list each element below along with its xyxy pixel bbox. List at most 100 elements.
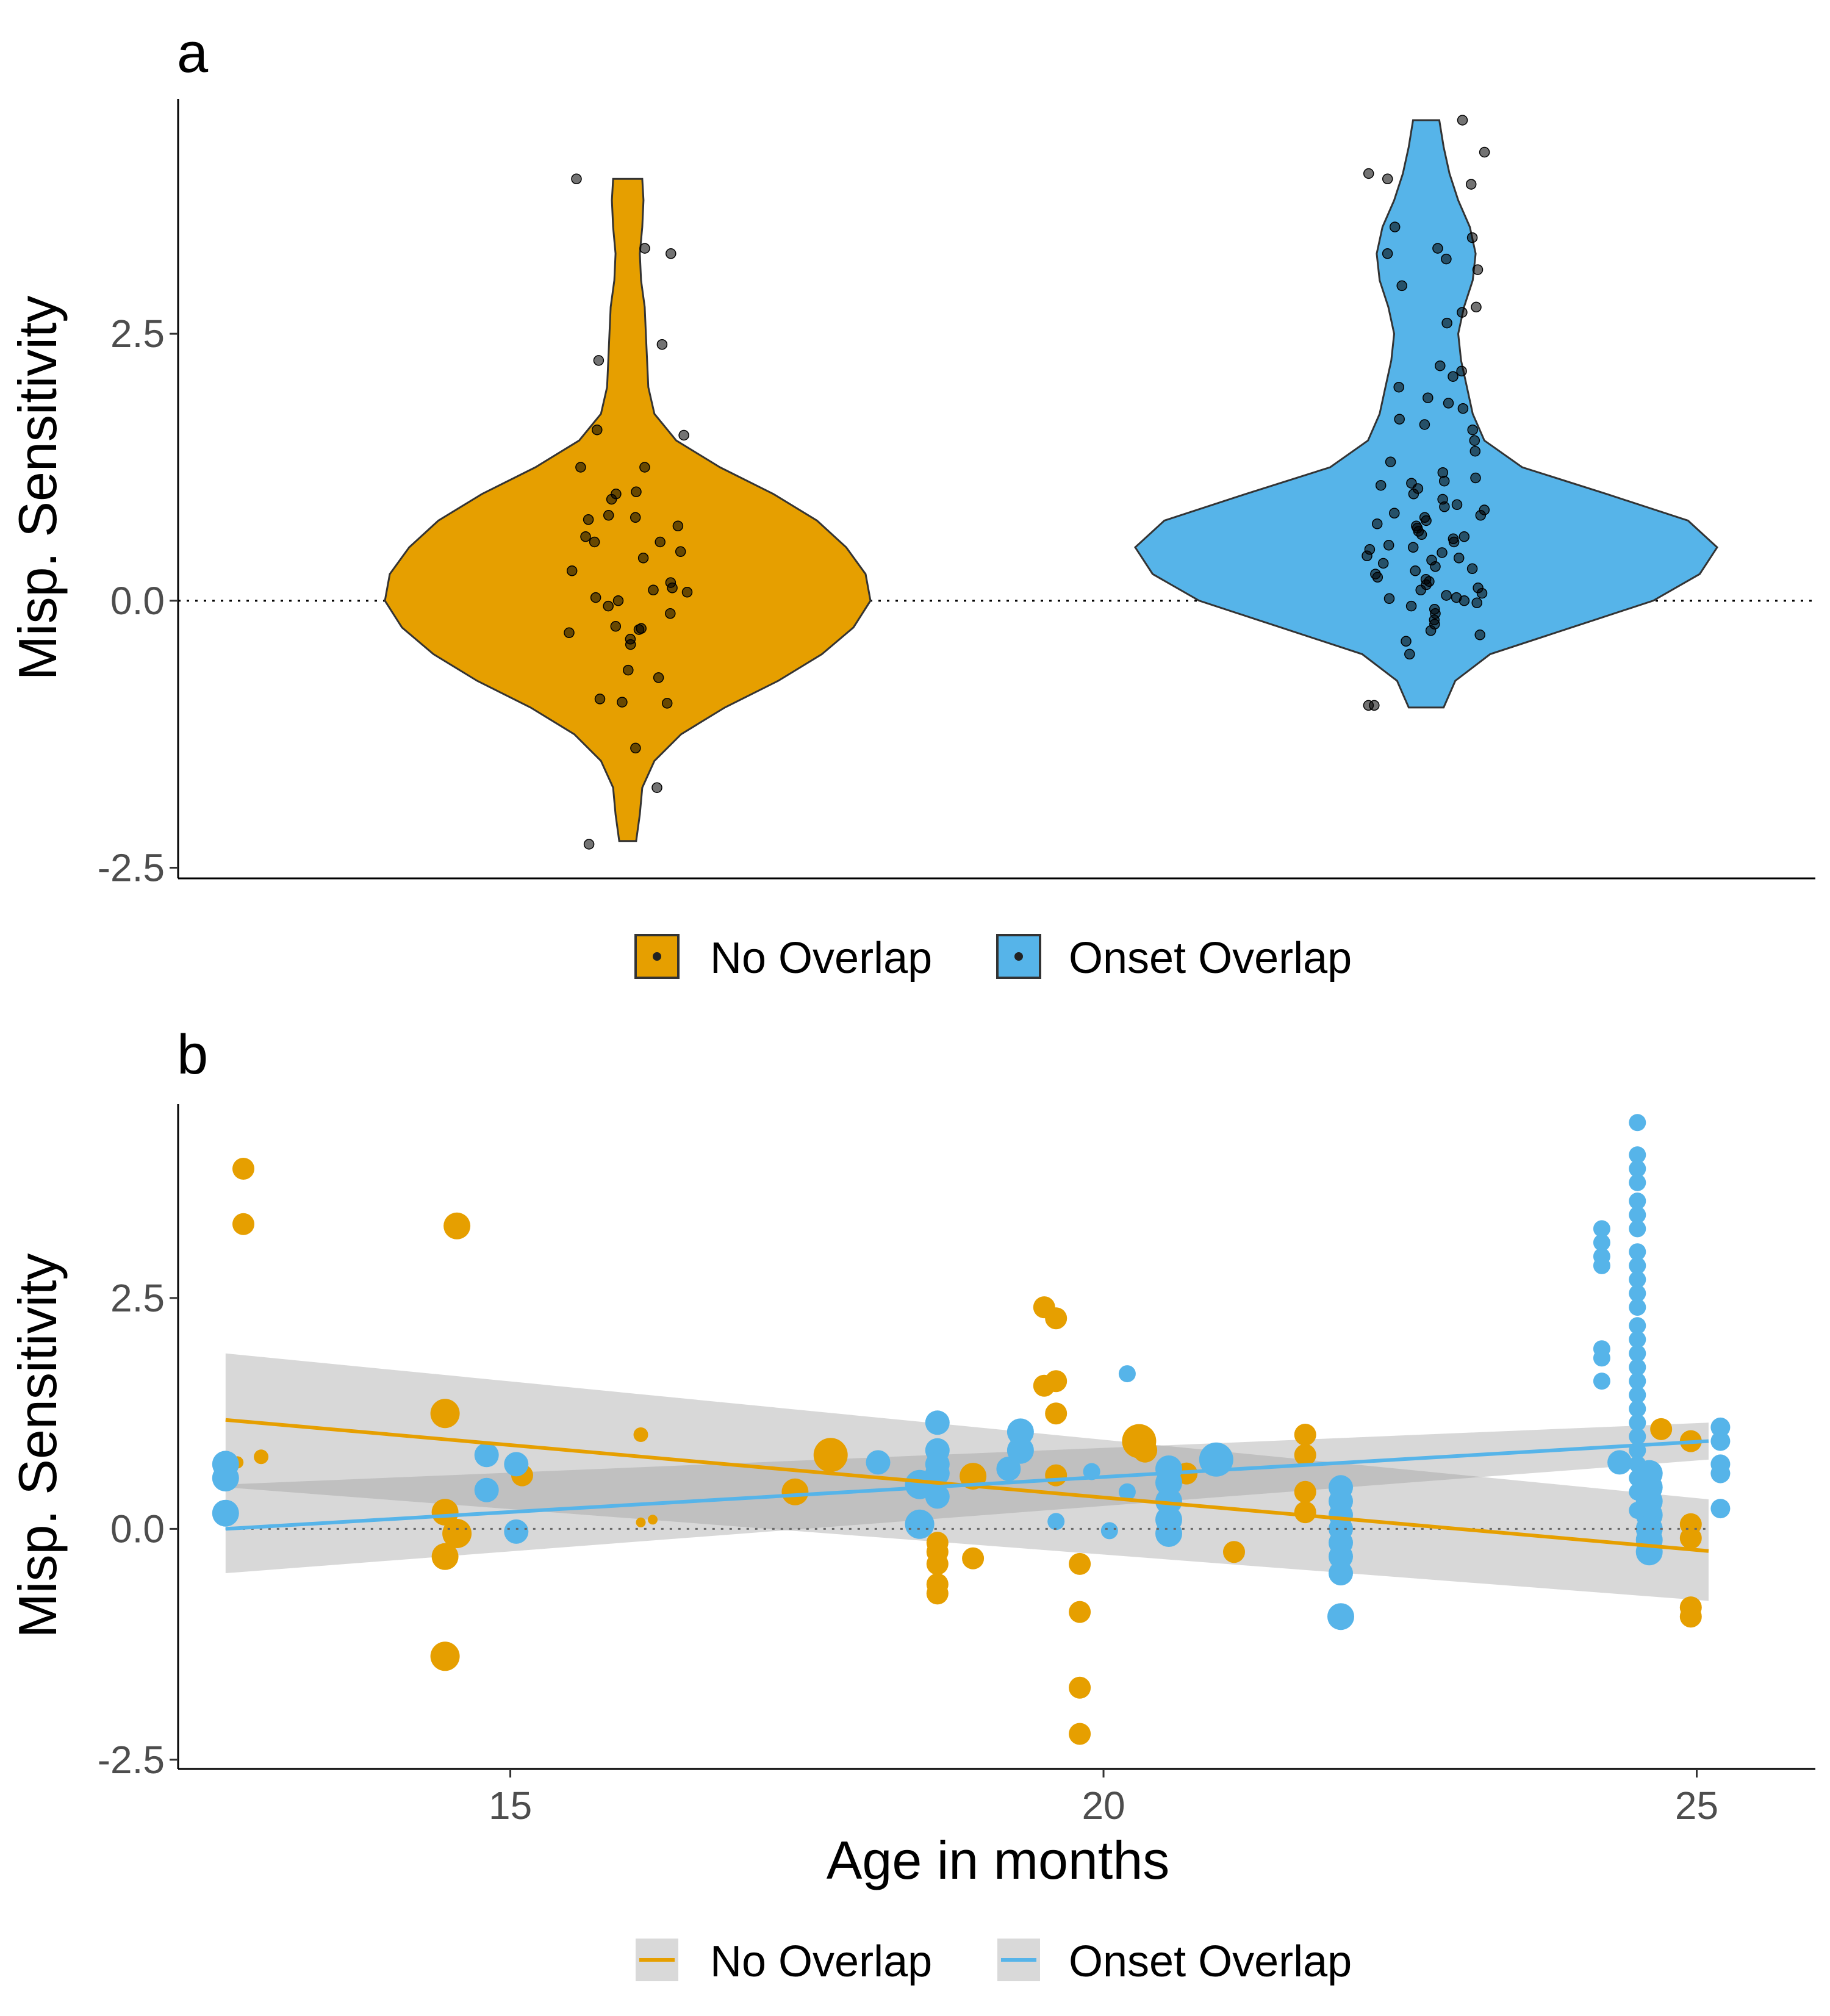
- point-no-overlap: [625, 634, 636, 645]
- point-onset-overlap: [212, 1499, 239, 1527]
- point-onset-overlap: [1471, 301, 1482, 313]
- point-no-overlap: [575, 462, 586, 473]
- point-no-overlap: [566, 565, 578, 576]
- point-no-overlap: [1679, 1527, 1702, 1549]
- point-no-overlap: [617, 697, 628, 708]
- point-onset-overlap: [1457, 115, 1468, 126]
- point-onset-overlap: [996, 1457, 1021, 1481]
- point-onset-overlap: [1451, 499, 1463, 511]
- point-onset-overlap: [1389, 508, 1400, 519]
- point-no-overlap: [678, 429, 689, 441]
- point-onset-overlap: [1429, 604, 1440, 615]
- point-onset-overlap: [1607, 1450, 1632, 1475]
- point-no-overlap: [583, 839, 595, 850]
- point-onset-overlap: [1710, 1431, 1731, 1451]
- point-no-overlap: [442, 1519, 472, 1548]
- point-no-overlap: [1045, 1464, 1068, 1487]
- point-onset-overlap: [1466, 563, 1478, 575]
- point-onset-overlap: [1629, 1257, 1646, 1274]
- point-onset-overlap: [1404, 648, 1415, 660]
- point-onset-overlap: [1629, 1386, 1646, 1404]
- point-onset-overlap: [504, 1452, 529, 1477]
- point-onset-overlap: [1451, 592, 1462, 603]
- point-no-overlap: [583, 514, 594, 525]
- point-onset-overlap: [1629, 1285, 1646, 1302]
- point-onset-overlap: [1629, 1317, 1646, 1335]
- point-no-overlap: [661, 698, 673, 709]
- point-onset-overlap: [1593, 1257, 1610, 1274]
- point-onset-overlap: [1382, 173, 1393, 185]
- panel-b-plot-area: -2.5 0.0 2.5 15 20 25: [98, 1104, 1815, 1828]
- point-no-overlap: [926, 1582, 949, 1605]
- point-onset-overlap: [1441, 253, 1452, 265]
- point-no-overlap: [1650, 1418, 1673, 1440]
- point-onset-overlap: [212, 1465, 239, 1492]
- point-no-overlap: [1045, 1402, 1068, 1425]
- panel-b-x-tick-label: 20: [1082, 1784, 1125, 1828]
- point-onset-overlap: [1629, 1358, 1646, 1376]
- point-no-overlap: [630, 742, 641, 754]
- point-no-overlap: [430, 1641, 460, 1671]
- point-onset-overlap: [1443, 398, 1454, 409]
- legend-label-onset-overlap: Onset Overlap: [1069, 934, 1352, 983]
- point-onset-overlap: [1457, 307, 1468, 318]
- point-onset-overlap: [1371, 518, 1383, 529]
- point-no-overlap: [611, 489, 622, 500]
- point-no-overlap: [1069, 1676, 1091, 1699]
- point-onset-overlap: [1432, 243, 1443, 254]
- point-onset-overlap: [1437, 547, 1448, 558]
- point-onset-overlap: [1629, 1146, 1646, 1164]
- point-onset-overlap: [1396, 280, 1407, 292]
- point-onset-overlap: [1629, 1243, 1646, 1261]
- point-onset-overlap: [1411, 520, 1422, 532]
- point-onset-overlap: [1377, 558, 1389, 569]
- point-no-overlap: [1045, 1307, 1068, 1330]
- point-onset-overlap: [1472, 264, 1484, 275]
- point-no-overlap: [1223, 1541, 1245, 1563]
- point-no-overlap: [1294, 1424, 1316, 1446]
- point-no-overlap: [431, 1543, 459, 1570]
- point-onset-overlap: [1437, 467, 1449, 478]
- point-no-overlap: [443, 1212, 471, 1239]
- point-no-overlap: [1033, 1374, 1055, 1397]
- panel-b-y-tick-label: 2.5: [110, 1276, 165, 1320]
- point-onset-overlap: [1155, 1469, 1182, 1496]
- point-no-overlap: [648, 584, 659, 596]
- point-onset-overlap: [1441, 317, 1452, 329]
- point-onset-overlap: [1441, 590, 1452, 601]
- point-no-overlap: [666, 248, 676, 259]
- point-onset-overlap: [1407, 542, 1419, 553]
- point-no-overlap: [603, 510, 614, 521]
- point-onset-overlap: [1375, 479, 1387, 491]
- point-onset-overlap: [1047, 1513, 1065, 1530]
- point-onset-overlap: [1635, 1538, 1663, 1566]
- point-onset-overlap: [1369, 700, 1380, 711]
- point-no-overlap: [590, 592, 601, 603]
- point-onset-overlap: [1593, 1220, 1610, 1238]
- point-onset-overlap: [1405, 600, 1417, 612]
- point-onset-overlap: [1471, 597, 1482, 609]
- point-onset-overlap: [905, 1509, 935, 1539]
- panel-b: b Misp. Sensitivity Age in months -2.5 0.…: [7, 1024, 1815, 1986]
- legend-label-onset-overlap: Onset Overlap: [1069, 1937, 1352, 1986]
- panel-a-y-axis-title: Misp. Sensitivity: [7, 296, 68, 681]
- point-no-overlap: [633, 1427, 648, 1442]
- point-onset-overlap: [925, 1410, 950, 1435]
- point-onset-overlap: [1629, 1174, 1646, 1191]
- legend-label-no-overlap: No Overlap: [710, 934, 932, 983]
- point-onset-overlap: [1473, 583, 1484, 594]
- point-onset-overlap: [1155, 1488, 1182, 1515]
- point-no-overlap: [1294, 1501, 1316, 1524]
- point-onset-overlap: [1393, 381, 1404, 393]
- point-no-overlap: [665, 577, 676, 588]
- point-no-overlap: [571, 173, 582, 185]
- point-onset-overlap: [1629, 1400, 1646, 1418]
- point-onset-overlap: [1456, 365, 1467, 377]
- point-onset-overlap: [1459, 531, 1470, 542]
- point-onset-overlap: [1453, 553, 1465, 564]
- point-no-overlap: [655, 536, 666, 548]
- point-onset-overlap: [1383, 593, 1395, 604]
- point-onset-overlap: [1710, 1417, 1731, 1437]
- point-no-overlap: [653, 672, 664, 683]
